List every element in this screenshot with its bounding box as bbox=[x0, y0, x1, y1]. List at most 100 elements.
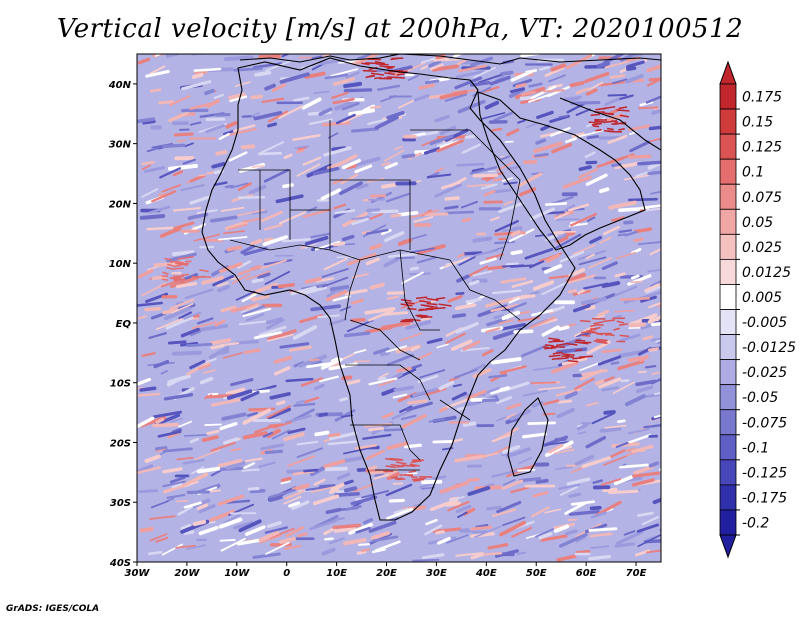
velocity-streak bbox=[457, 99, 486, 114]
velocity-streak bbox=[522, 389, 548, 397]
velocity-streak bbox=[142, 119, 156, 125]
lon-label: 10E bbox=[326, 568, 347, 579]
velocity-streak bbox=[371, 535, 399, 543]
velocity-streak bbox=[534, 152, 549, 158]
velocity-streak bbox=[524, 247, 554, 260]
velocity-streak bbox=[184, 288, 214, 300]
velocity-streak bbox=[310, 360, 323, 366]
velocity-streak bbox=[386, 441, 409, 451]
colorbar-label: 0.1 bbox=[742, 165, 764, 181]
velocity-streak bbox=[166, 493, 186, 499]
velocity-patch bbox=[432, 306, 446, 310]
velocity-streak bbox=[486, 317, 507, 327]
velocity-streak bbox=[282, 183, 294, 189]
colorbar-label: 0.175 bbox=[742, 90, 782, 106]
velocity-streak bbox=[451, 313, 467, 319]
velocity-streak bbox=[196, 317, 214, 325]
velocity-streak bbox=[522, 432, 548, 439]
velocity-streak bbox=[452, 383, 462, 388]
velocity-streak bbox=[575, 535, 587, 543]
velocity-streak bbox=[227, 223, 248, 231]
velocity-streak bbox=[237, 182, 252, 192]
velocity-streak bbox=[351, 216, 370, 220]
velocity-streak bbox=[568, 95, 582, 101]
colorbar-swatch bbox=[719, 183, 737, 210]
velocity-streak bbox=[610, 361, 620, 365]
lon-label: 70E bbox=[626, 568, 647, 579]
velocity-streak bbox=[139, 213, 166, 220]
velocity-streak bbox=[148, 332, 167, 339]
velocity-streak bbox=[659, 528, 661, 532]
velocity-patch bbox=[424, 306, 434, 310]
velocity-streak bbox=[586, 340, 611, 355]
velocity-streak bbox=[285, 414, 312, 424]
velocity-streak bbox=[368, 470, 387, 475]
velocity-streak bbox=[198, 173, 207, 177]
velocity-streak bbox=[343, 331, 371, 338]
velocity-streak bbox=[210, 469, 222, 477]
velocity-streak bbox=[273, 366, 291, 376]
velocity-streak bbox=[555, 218, 580, 221]
velocity-streak bbox=[340, 173, 359, 185]
velocity-streak bbox=[258, 151, 283, 156]
lat-label: 40S bbox=[109, 558, 131, 569]
velocity-streak bbox=[243, 246, 268, 256]
velocity-streak bbox=[197, 363, 212, 371]
velocity-streak bbox=[166, 252, 197, 263]
velocity-streak bbox=[166, 376, 184, 387]
velocity-streak bbox=[545, 253, 560, 263]
velocity-streak bbox=[172, 207, 202, 212]
velocity-streak bbox=[499, 155, 511, 161]
velocity-streak bbox=[498, 319, 514, 325]
velocity-streak bbox=[379, 351, 391, 357]
velocity-patch bbox=[611, 119, 619, 123]
velocity-streak bbox=[150, 500, 169, 509]
velocity-streak bbox=[254, 70, 272, 77]
velocity-streak bbox=[341, 112, 363, 124]
velocity-streak bbox=[190, 330, 202, 337]
velocity-streak bbox=[535, 478, 549, 484]
velocity-streak bbox=[486, 505, 502, 511]
velocity-streak bbox=[467, 477, 480, 482]
velocity-patch bbox=[555, 343, 566, 347]
velocity-streak bbox=[494, 549, 519, 558]
colorbar-label: -0.025 bbox=[742, 365, 787, 381]
velocity-streak bbox=[446, 534, 469, 544]
velocity-streak bbox=[323, 146, 352, 157]
colorbar-swatch bbox=[719, 459, 737, 486]
velocity-patch bbox=[592, 125, 600, 128]
velocity-streak bbox=[614, 309, 635, 313]
velocity-streak bbox=[517, 172, 543, 188]
velocity-streak bbox=[585, 436, 607, 449]
velocity-streak bbox=[457, 511, 468, 519]
velocity-patch bbox=[394, 477, 403, 481]
velocity-streak bbox=[137, 315, 147, 320]
velocity-streak bbox=[313, 383, 325, 391]
velocity-streak bbox=[189, 359, 206, 370]
velocity-streak bbox=[266, 318, 285, 330]
velocity-streak bbox=[219, 349, 230, 355]
velocity-streak bbox=[424, 524, 443, 536]
velocity-streak bbox=[296, 163, 321, 177]
velocity-streak bbox=[451, 339, 473, 351]
velocity-streak bbox=[631, 444, 654, 454]
velocity-streak bbox=[493, 314, 505, 320]
velocity-patch bbox=[419, 300, 431, 304]
velocity-streak bbox=[330, 356, 340, 363]
velocity-streak bbox=[502, 228, 523, 232]
velocity-patch bbox=[181, 273, 189, 276]
velocity-streak bbox=[559, 250, 585, 263]
velocity-streak bbox=[421, 486, 436, 490]
velocity-streak bbox=[198, 526, 219, 536]
velocity-streak bbox=[501, 322, 527, 331]
velocity-patch bbox=[418, 314, 426, 317]
velocity-streak bbox=[496, 500, 522, 514]
velocity-streak bbox=[488, 374, 508, 379]
velocity-streak bbox=[367, 118, 387, 126]
velocity-streak bbox=[146, 226, 174, 231]
velocity-patch bbox=[589, 323, 598, 328]
velocity-streak bbox=[644, 283, 660, 293]
velocity-streak bbox=[636, 385, 654, 393]
velocity-streak bbox=[443, 256, 470, 268]
velocity-streak bbox=[220, 305, 237, 313]
